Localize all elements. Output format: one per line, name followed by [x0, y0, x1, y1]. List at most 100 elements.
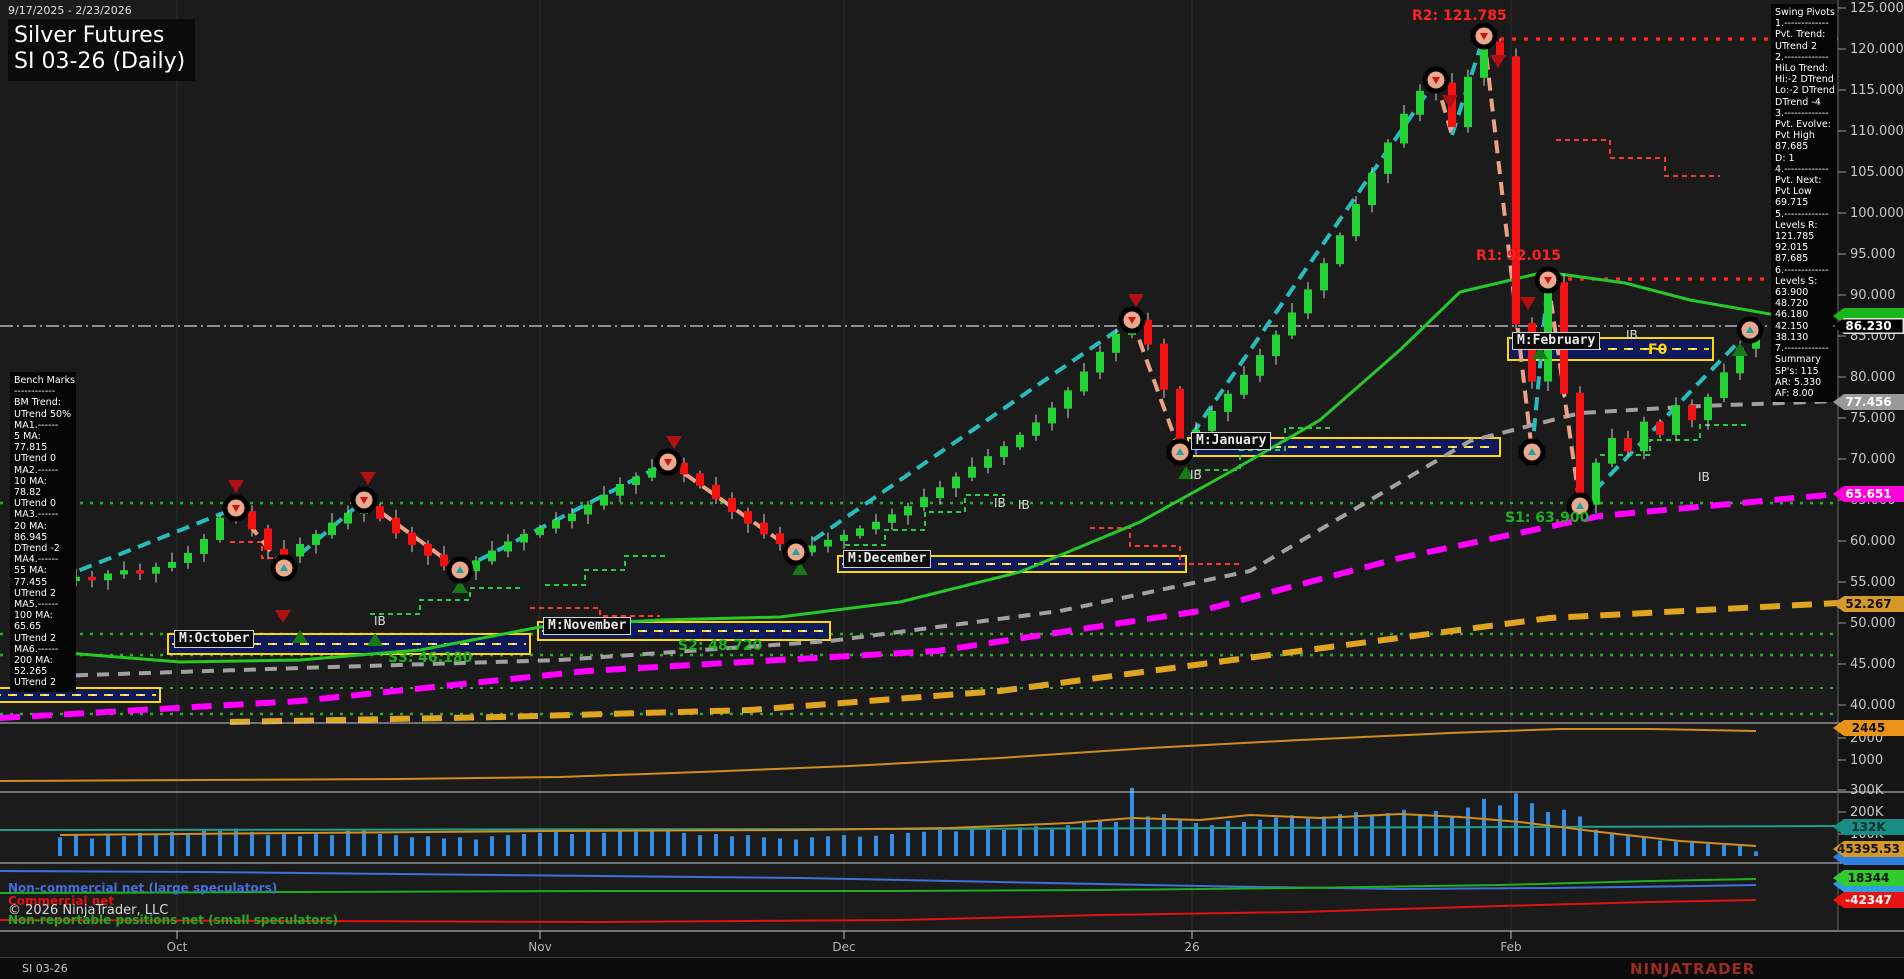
trail-step-line [370, 587, 520, 615]
candle-body [728, 497, 736, 513]
y-axis-label: 115.000 [1850, 83, 1904, 98]
month-pivot-label: M:October [174, 630, 255, 648]
candle-body [1576, 392, 1584, 505]
candle-body [1656, 421, 1664, 435]
candle-body [856, 528, 864, 536]
candle-body [1400, 113, 1408, 144]
volume-bar [762, 837, 766, 856]
candle-body [1640, 421, 1648, 452]
volume-bar [1354, 812, 1358, 856]
volume-bar [1034, 826, 1038, 856]
instrument-name: Silver Futures [14, 23, 165, 48]
volume-bar [1738, 846, 1742, 856]
candle-body [488, 550, 496, 562]
y-axis-label: 125.000 [1850, 1, 1904, 16]
candle-body [520, 534, 528, 543]
volume-bar [1642, 837, 1646, 856]
volume-bar [938, 830, 942, 856]
volume-bar [906, 832, 910, 856]
volume-bar [442, 838, 446, 856]
candle-body [1336, 235, 1344, 265]
volume-bar [1578, 816, 1582, 856]
volume-bar [490, 836, 494, 856]
candle-body [840, 534, 848, 541]
pivot-level-label: S2: 48.720 [678, 638, 763, 654]
y-axis-label: 45.000 [1850, 657, 1896, 672]
swing-pivot-glyph [1128, 317, 1136, 324]
cot-line [0, 899, 1757, 924]
volume-bar [1418, 814, 1422, 856]
volume-bar [1306, 818, 1310, 856]
y-axis-strip [1838, 0, 1904, 931]
volume-bar [1018, 827, 1022, 856]
volume-bar [1226, 820, 1230, 856]
volume-bar [106, 834, 110, 856]
candle-body [1048, 407, 1056, 424]
candle-body [504, 541, 512, 552]
volume-bar [986, 828, 990, 856]
swing-pivot-glyph [280, 564, 288, 571]
volume-bar [538, 832, 542, 856]
price-marker: 2445 [1833, 720, 1904, 736]
month-pivot-label: M:December [843, 550, 932, 568]
price-marker: 65.651 [1833, 486, 1904, 502]
cot-legend-item: Commercial net [8, 894, 115, 908]
candle-body [600, 494, 608, 506]
x-axis-label: Dec [832, 940, 856, 954]
month-pivot-label: M:November [543, 617, 632, 635]
volume-bar [1706, 843, 1710, 856]
candle-body [680, 462, 688, 475]
candle-body [632, 476, 640, 486]
chart-title: Silver Futures SI 03-26 (Daily) [8, 19, 196, 81]
candle-body [184, 552, 192, 563]
y-axis-label: 110.000 [1850, 124, 1904, 139]
ma20-line [54, 270, 1839, 664]
swing-pivot-glyph [792, 548, 800, 555]
pivot-level-label: S1: 63.900 [1505, 510, 1590, 526]
volume-bar [1066, 825, 1070, 856]
volume-bar [794, 839, 798, 856]
volume-bar [730, 836, 734, 856]
candle-body [1224, 393, 1232, 412]
candle-body [696, 473, 704, 486]
price-marker: 132K [1833, 819, 1904, 835]
volume-bar [138, 832, 142, 856]
volume-bar [1514, 793, 1518, 856]
volume-bar [1610, 834, 1614, 856]
candle-body [1112, 333, 1120, 353]
cot-line [0, 870, 1757, 891]
sell-triangle-icon [1490, 55, 1506, 68]
volume-bar [474, 839, 478, 856]
candle-body [776, 533, 784, 545]
swing-pivot-glyph [1746, 326, 1754, 333]
volume-bar [122, 836, 126, 856]
instrument-tab[interactable]: SI 03-26 [22, 962, 68, 975]
y-axis-label: 200K [1850, 805, 1884, 820]
volume-bar [1530, 803, 1534, 856]
trail-step-line [845, 494, 1005, 546]
candle-body [744, 511, 752, 524]
price-marker: 18344 [1833, 870, 1904, 886]
candle-body [1032, 422, 1040, 436]
candle-body [920, 497, 928, 508]
swing-zigzag [59, 506, 237, 580]
candle-body [968, 466, 976, 478]
volume-bar [826, 836, 830, 856]
x-axis-label: Oct [166, 940, 188, 954]
price-marker: 52.267 [1833, 596, 1904, 612]
volume-bar [170, 831, 174, 856]
volume-bar [1434, 810, 1438, 856]
volume-bar [314, 832, 318, 856]
x-axis-strip [0, 932, 1904, 957]
candle-body [952, 476, 960, 489]
inside-bar-label: IB [1626, 328, 1638, 342]
volume-bar [154, 835, 158, 856]
candle-body [1592, 462, 1600, 505]
swing-zigzag [666, 460, 798, 554]
volume-bar [1098, 820, 1102, 856]
candle-body [312, 534, 320, 545]
ma55-line [54, 399, 1839, 678]
candle-body [760, 522, 768, 535]
volume-bar [874, 835, 878, 856]
